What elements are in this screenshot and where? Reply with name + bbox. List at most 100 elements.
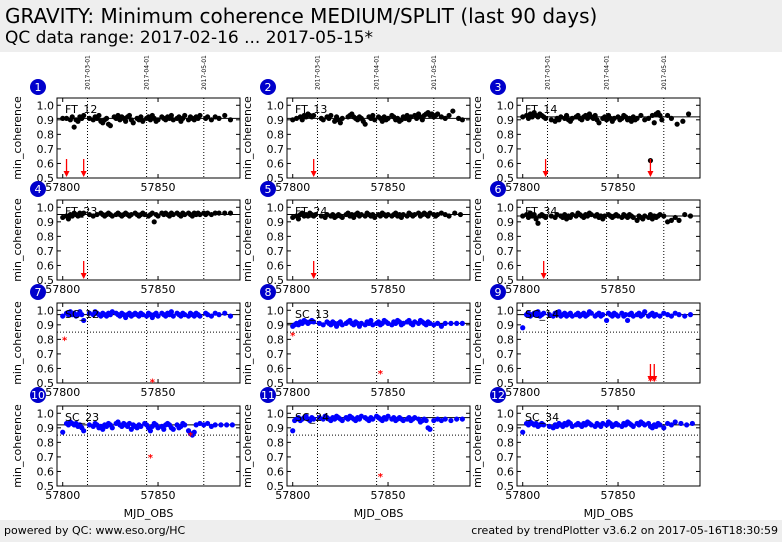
data-point: [657, 112, 663, 119]
outlier-point: *: [290, 331, 296, 342]
low-value-arrowhead: [647, 171, 654, 177]
panel-number: 10: [31, 389, 45, 402]
y-tick-label: 0.5: [497, 274, 515, 287]
x-axis-label: MJD_OBS: [124, 507, 174, 520]
data-point: [457, 211, 464, 218]
data-point: [442, 115, 448, 121]
x-tick-label: 57850: [371, 283, 406, 296]
y-tick-label: 1.0: [267, 304, 285, 317]
panel-label: FT_13: [295, 103, 327, 116]
data-point: [563, 112, 570, 119]
panel-label: SC_12: [65, 308, 99, 321]
data-point: [603, 317, 610, 324]
data-point: [79, 312, 85, 318]
data-point: [170, 313, 176, 319]
panel-6: 0.5 0.60.7 0.80.9 1.0 57800 57850 min_coherenc…: [471, 181, 701, 296]
data-point: [311, 416, 317, 422]
data-point: [664, 112, 671, 119]
data-point: [442, 416, 448, 422]
page-title: GRAVITY: Minimum coherence MEDIUM/SPLIT …: [5, 4, 598, 28]
data-point: [197, 112, 203, 119]
panel-number-badge: [260, 79, 276, 95]
data-point: [452, 210, 458, 216]
outlier-point: *: [648, 376, 654, 387]
data-point: [71, 124, 77, 130]
data-point: [682, 313, 688, 319]
y-tick-label: 0.7: [497, 143, 515, 156]
y-tick-label: 0.8: [497, 436, 515, 449]
y-tick-label: 0.7: [37, 143, 55, 156]
data-point: [103, 115, 110, 121]
data-point: [588, 310, 594, 316]
data-point: [535, 220, 541, 226]
y-tick-label: 0.6: [267, 157, 285, 170]
y-tick-label: 0.9: [267, 216, 285, 229]
data-point: [600, 312, 606, 318]
data-point: [634, 217, 640, 223]
data-point: [542, 214, 549, 221]
low-value-arrowhead: [647, 376, 654, 382]
x-tick-label: 57850: [601, 386, 636, 399]
data-point: [438, 323, 445, 329]
y-tick-label: 0.6: [497, 157, 515, 170]
data-point: [320, 322, 326, 328]
y-tick-label: 0.7: [267, 451, 285, 464]
y-tick-label: 0.6: [497, 259, 515, 272]
data-point: [434, 320, 441, 326]
data-point: [299, 117, 305, 123]
data-point: [60, 429, 66, 435]
data-point: [372, 117, 378, 123]
low-value-arrowhead: [651, 376, 658, 382]
data-point: [224, 422, 230, 428]
data-point: [592, 112, 598, 119]
data-point: [96, 112, 102, 119]
data-point: [212, 210, 218, 216]
y-tick-label: 1.0: [497, 201, 515, 214]
panel-label: FT_23: [65, 205, 97, 218]
y-tick-label: 0.6: [37, 157, 55, 170]
y-tick-label: 1.0: [267, 99, 285, 112]
x-tick-label: 57850: [141, 386, 176, 399]
data-point: [138, 423, 144, 429]
panel-number: 1: [35, 81, 42, 94]
y-tick-label: 0.6: [37, 362, 55, 375]
panel-7: * * 0.5 0.60.7 0.80.9 1.0 57800 57850 min_cohere…: [11, 284, 241, 399]
y-tick-label: 0.8: [497, 128, 515, 141]
low-value-arrowhead: [540, 273, 547, 279]
data-point: [109, 425, 115, 431]
panel-number: 2: [265, 81, 272, 94]
panel-number: 8: [265, 286, 272, 299]
x-tick-label: 57850: [601, 489, 636, 502]
data-point: [446, 112, 452, 119]
panel-number: 6: [495, 183, 502, 196]
y-axis-label: min_coherence: [11, 404, 24, 488]
y-tick-label: 0.7: [37, 348, 55, 361]
data-point: [147, 428, 154, 434]
footer-bar: powered by QC: www.eso.org/HC created by…: [0, 520, 782, 542]
y-tick-label: 0.8: [267, 128, 285, 141]
data-point: [623, 312, 629, 318]
data-point: [657, 313, 663, 319]
y-tick-label: 0.6: [497, 465, 515, 478]
x-tick-label: 57800: [505, 181, 540, 194]
y-tick-label: 1.0: [267, 407, 285, 420]
data-point: [427, 426, 433, 432]
outlier-point: *: [188, 431, 194, 442]
data-point: [531, 211, 537, 218]
panel-label: FT_24: [295, 205, 327, 218]
panel-number: 7: [35, 286, 42, 299]
x-tick-label: 57800: [505, 386, 540, 399]
y-tick-label: 0.6: [267, 465, 285, 478]
y-tick-label: 0.8: [267, 436, 285, 449]
y-axis-label: min_coherence: [471, 198, 484, 282]
panel-5: 0.5 0.60.7 0.80.9 1.0 57800 57850 min_coherenc…: [241, 181, 471, 296]
data-point: [638, 112, 644, 119]
panel-number-badge: [30, 79, 46, 95]
data-point: [212, 422, 218, 428]
data-point: [328, 112, 334, 119]
y-tick-label: 0.7: [37, 451, 55, 464]
data-point: [423, 417, 429, 424]
y-axis-label: min_coherence: [471, 404, 484, 488]
date-marker-label: 2017-05-01: [201, 55, 208, 90]
data-point: [204, 420, 211, 427]
